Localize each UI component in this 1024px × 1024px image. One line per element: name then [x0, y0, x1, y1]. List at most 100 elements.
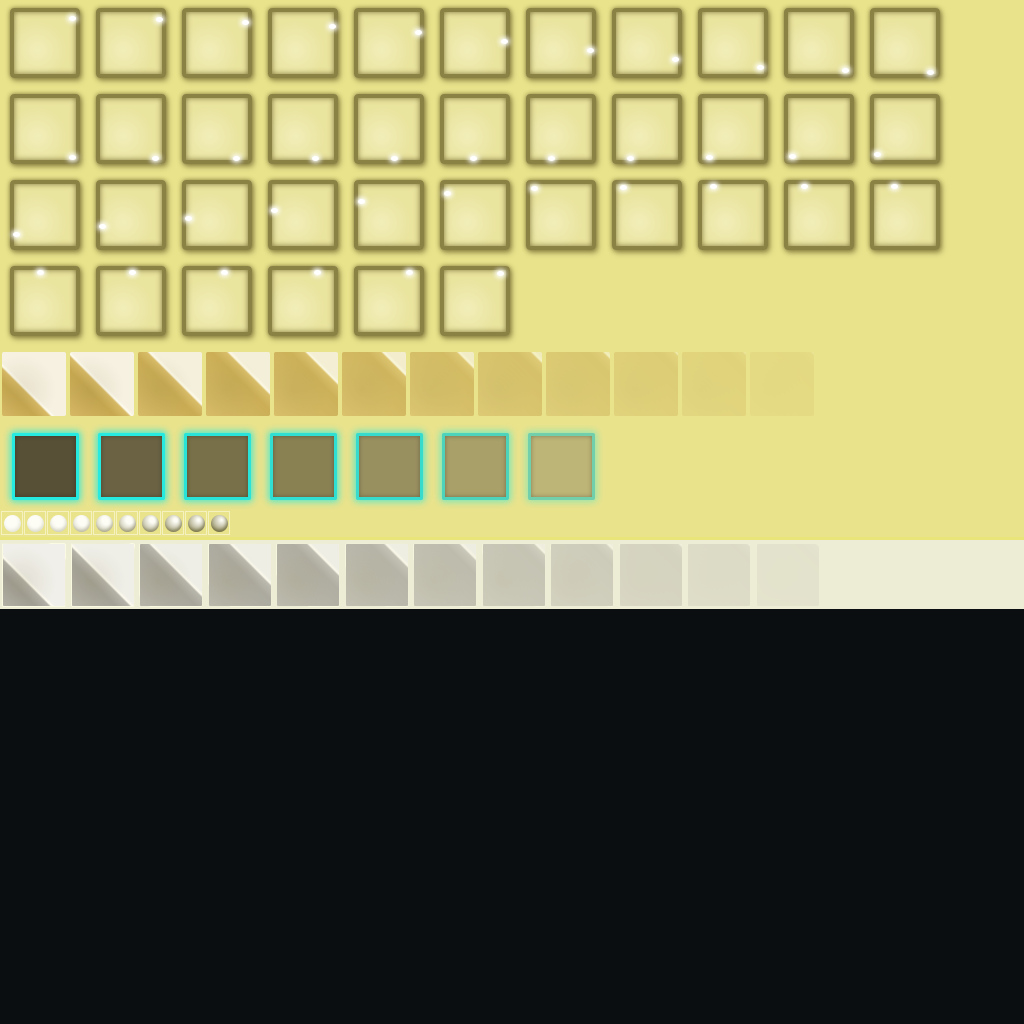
- orb-sprite: [49, 514, 67, 532]
- frame-sprite: [96, 8, 166, 78]
- glint-highlight: [757, 64, 765, 70]
- black-footer-region: [0, 609, 1024, 1024]
- glint-highlight: [151, 155, 159, 161]
- glint-highlight: [788, 153, 796, 159]
- frame-sprite: [268, 266, 338, 336]
- frame-sprite: [440, 266, 510, 336]
- frame-sprite: [698, 8, 768, 78]
- frame-sprite: [182, 8, 252, 78]
- page-curl-frame: [614, 352, 678, 416]
- page-curl-frame: [2, 352, 66, 416]
- frame-sprite: [784, 180, 854, 250]
- frame-sprite: [698, 180, 768, 250]
- orb-cell: [162, 511, 184, 535]
- page-curl-frame: [750, 352, 814, 416]
- cyan-glow-square: [356, 433, 423, 500]
- page-curl-frame: [138, 352, 202, 416]
- glint-highlight: [328, 23, 336, 29]
- page-curl-frame: [342, 352, 406, 416]
- glint-highlight: [13, 231, 21, 237]
- glint-highlight: [155, 17, 163, 23]
- glint-highlight: [626, 155, 634, 161]
- page-curl-frame: [276, 543, 340, 607]
- orb-cell: [1, 511, 23, 535]
- orb-sprite: [210, 514, 228, 532]
- glint-highlight: [68, 154, 76, 160]
- frame-sprite: [784, 8, 854, 78]
- orb-sprite: [187, 514, 205, 532]
- orb-sprite: [72, 514, 90, 532]
- glint-highlight: [405, 270, 413, 276]
- cyan-glow-square: [98, 433, 165, 500]
- frame-sprite: [96, 94, 166, 164]
- page-curl-frame: [274, 352, 338, 416]
- glint-highlight: [926, 69, 934, 75]
- page-curl-frame: [206, 352, 270, 416]
- glint-highlight: [312, 155, 320, 161]
- frame-sprite: [10, 180, 80, 250]
- cyan-glow-square: [528, 433, 595, 500]
- orb-cell: [208, 511, 230, 535]
- glint-highlight: [531, 186, 539, 192]
- frame-sprite: [96, 266, 166, 336]
- glint-highlight: [469, 155, 477, 161]
- glint-highlight: [129, 270, 137, 276]
- glint-highlight: [874, 151, 882, 157]
- glint-highlight: [390, 155, 398, 161]
- glint-highlight: [68, 16, 76, 22]
- frame-sprite: [784, 94, 854, 164]
- page-curl-frame: [70, 543, 135, 607]
- orb-cell: [24, 511, 46, 535]
- page-curl-frame: [755, 543, 820, 607]
- frame-sprite: [870, 94, 940, 164]
- glint-highlight: [671, 57, 679, 63]
- frame-sprite: [870, 180, 940, 250]
- glint-highlight: [232, 155, 240, 161]
- frame-sprite: [268, 180, 338, 250]
- page-curl-frame: [481, 543, 546, 607]
- frame-sprite: [182, 180, 252, 250]
- page-curl-frame: [410, 352, 474, 416]
- orb-cell: [116, 511, 138, 535]
- page-curl-frame: [2, 543, 66, 607]
- frame-sprite: [870, 8, 940, 78]
- page-curl-frame: [207, 543, 272, 607]
- glint-highlight: [313, 270, 321, 276]
- frame-sprite: [182, 94, 252, 164]
- frame-sprite: [612, 180, 682, 250]
- glint-highlight: [548, 155, 556, 161]
- frame-sprite: [526, 180, 596, 250]
- glint-highlight: [414, 30, 422, 36]
- glint-highlight: [444, 191, 452, 197]
- gray-page-curl-row: [0, 540, 1024, 612]
- frame-sprite: [96, 180, 166, 250]
- glint-highlight: [221, 270, 229, 276]
- frame-sprite: [612, 8, 682, 78]
- page-curl-frame: [344, 543, 409, 607]
- frame-sprite: [354, 94, 424, 164]
- orb-cell: [70, 511, 92, 535]
- glint-highlight: [842, 68, 850, 74]
- glint-highlight: [620, 185, 628, 191]
- page-curl-frame: [618, 543, 683, 607]
- glint-highlight: [800, 184, 808, 190]
- orb-cell: [47, 511, 69, 535]
- frame-sprite: [354, 180, 424, 250]
- frame-sprite: [612, 94, 682, 164]
- cyan-glow-square: [442, 433, 509, 500]
- glint-highlight: [358, 199, 366, 205]
- orb-sprite: [164, 514, 182, 532]
- frame-sprite: [526, 8, 596, 78]
- orb-cell: [139, 511, 161, 535]
- glint-highlight: [185, 216, 193, 222]
- page-curl-frame: [139, 543, 203, 607]
- frame-sprite: [10, 8, 80, 78]
- cyan-glow-square: [12, 433, 79, 500]
- orb-sprite: [118, 514, 136, 532]
- page-curl-frame: [550, 543, 614, 607]
- frame-sprite: [440, 180, 510, 250]
- orb-cell: [93, 511, 115, 535]
- glint-highlight: [271, 208, 279, 214]
- frame-sprite: [10, 266, 80, 336]
- page-curl-frame: [478, 352, 542, 416]
